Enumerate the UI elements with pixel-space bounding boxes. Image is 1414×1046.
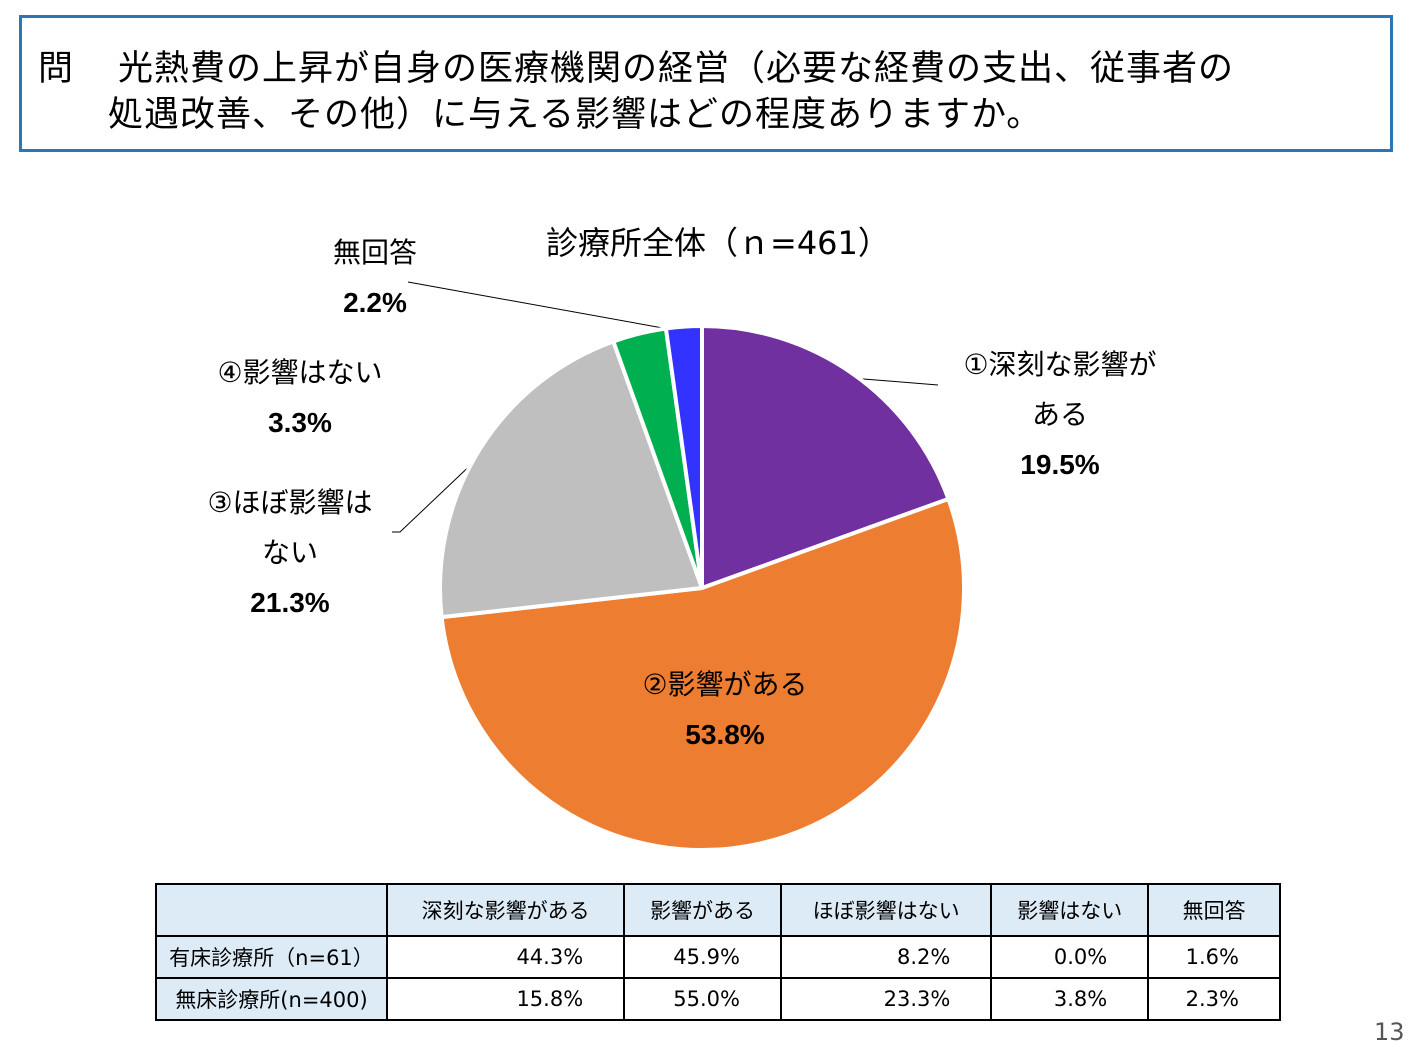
table-cell: 1.6% xyxy=(1147,935,1281,979)
page-number: 13 xyxy=(1374,1018,1405,1046)
slice-value-label: 19.5% xyxy=(1020,449,1100,480)
table-cell: 44.3% xyxy=(385,935,626,979)
slice-value-label: 2.2% xyxy=(343,287,407,318)
leader-lines xyxy=(392,281,939,533)
table-header-cell: 影響はない xyxy=(990,883,1150,937)
slice-label-line: ある xyxy=(1031,398,1088,431)
summary-table: 深刻な影響がある 影響がある ほぼ影響はない 影響はない 無回答 有床診療所（n… xyxy=(155,883,1281,1021)
table-row: 有床診療所（n=61） 44.3% 45.9% 8.2% 0.0% 1.6% xyxy=(155,935,1281,979)
slice-label-serious: ①深刻な影響が ある 19.5% xyxy=(930,340,1190,490)
question-prefix: 問 xyxy=(38,49,75,89)
slice-value-label: 53.8% xyxy=(685,719,765,750)
table-cell: 55.0% xyxy=(623,977,782,1021)
pie-slices xyxy=(438,324,966,852)
leader-line-mostly-none xyxy=(392,451,485,533)
slice-label-line: 無回答 xyxy=(332,236,417,269)
table-cell: 2.3% xyxy=(1147,977,1281,1021)
question-box: 問 光熱費の上昇が自身の医療機関の経営（必要な経費の支出、従事者の 処遇改善、そ… xyxy=(19,15,1393,152)
table-header-cell: 影響がある xyxy=(623,883,782,937)
question-line-1: 光熱費の上昇が自身の医療機関の経営（必要な経費の支出、従事者の xyxy=(118,49,1235,89)
table-cell: 0.0% xyxy=(990,935,1150,979)
slice-label-line: ②影響がある xyxy=(642,668,808,701)
slice-label-line: ①深刻な影響が xyxy=(963,348,1157,381)
table-cell: 3.8% xyxy=(990,977,1150,1021)
slice-label-none: ④影響はない 3.3% xyxy=(180,348,420,448)
slice-value-label: 3.3% xyxy=(268,407,332,438)
row-header: 無床診療所(n=400) xyxy=(155,977,388,1021)
pie-chart xyxy=(392,281,966,852)
table-header-cell: ほぼ影響はない xyxy=(779,883,993,937)
table-cell: 15.8% xyxy=(385,977,626,1021)
table-header-cell: 無回答 xyxy=(1147,883,1281,937)
table-cell: 8.2% xyxy=(779,935,993,979)
row-header: 有床診療所（n=61） xyxy=(155,935,388,979)
slice-label-affected: ②影響がある 53.8% xyxy=(600,660,850,760)
table-header-cell xyxy=(155,883,388,937)
table-header-row: 深刻な影響がある 影響がある ほぼ影響はない 影響はない 無回答 xyxy=(155,883,1281,937)
leader-line-serious xyxy=(849,377,939,386)
slice-label-line: ③ほぼ影響は xyxy=(207,486,373,519)
slice-value-label: 21.3% xyxy=(250,587,330,618)
pie-slice-affected xyxy=(439,496,966,852)
table-header-cell: 深刻な影響がある xyxy=(385,883,626,937)
table-cell: 45.9% xyxy=(623,935,782,979)
table-row: 無床診療所(n=400) 15.8% 55.0% 23.3% 3.8% 2.3% xyxy=(155,977,1281,1021)
leader-line-no-answer xyxy=(407,281,685,333)
pie-slice-serious xyxy=(700,324,951,590)
slice-label-line: ない xyxy=(261,536,318,569)
slice-label-no-answer: 無回答 2.2% xyxy=(280,228,470,328)
question-line-2: 処遇改善、その他）に与える影響はどの程度ありますか。 xyxy=(108,95,1043,135)
slice-label-mostly-none: ③ほぼ影響は ない 21.3% xyxy=(170,478,410,628)
slice-label-line: ④影響はない xyxy=(217,356,383,389)
table-cell: 23.3% xyxy=(779,977,993,1021)
chart-title: 診療所全体（ｎ=461） xyxy=(546,224,890,262)
pie-slice-no-answer xyxy=(663,324,704,590)
